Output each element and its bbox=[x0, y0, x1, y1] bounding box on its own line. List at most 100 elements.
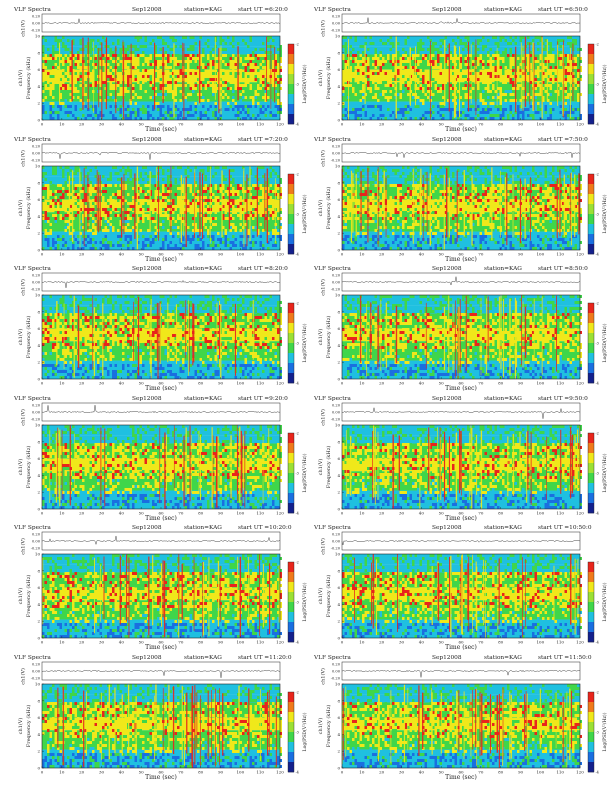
spectrum-cell bbox=[117, 39, 120, 42]
spectrum-cell bbox=[162, 39, 165, 42]
spectrum-cell bbox=[119, 81, 122, 84]
spectrum-cell bbox=[117, 75, 120, 78]
spectrum-cell bbox=[374, 105, 377, 108]
spectrum-cell bbox=[172, 93, 175, 96]
colorbar-segment bbox=[588, 104, 594, 115]
spectrum-cell bbox=[127, 75, 130, 78]
spectrum-cell bbox=[77, 204, 80, 208]
spectrum-cell bbox=[547, 207, 550, 211]
spectrum-cell bbox=[249, 201, 252, 205]
spectrum-cell bbox=[97, 72, 100, 75]
spectrum-cell bbox=[62, 174, 65, 178]
spectrum-cell bbox=[404, 192, 407, 196]
spectrum-cell bbox=[464, 75, 467, 78]
spectrum-cell bbox=[92, 117, 95, 120]
spectrum-cell bbox=[559, 39, 562, 42]
spectrum-cell bbox=[187, 72, 190, 75]
spectrum-cell bbox=[397, 69, 400, 72]
spectrum-cell bbox=[97, 81, 100, 84]
spectrum-cell bbox=[397, 93, 400, 96]
spectrum-cell bbox=[74, 75, 77, 78]
spectrum-cell bbox=[212, 93, 215, 96]
spectrum-cell bbox=[227, 84, 230, 87]
spectrum-cell bbox=[267, 189, 270, 193]
spectrum-cell bbox=[167, 183, 170, 187]
spectrum-cell bbox=[89, 189, 92, 193]
spectrum-cell bbox=[389, 90, 392, 93]
spectrum-cell bbox=[452, 63, 455, 66]
spectrum-cell bbox=[394, 210, 397, 214]
spectrum-cell bbox=[244, 228, 247, 232]
spectrum-cell bbox=[202, 105, 205, 108]
spectrum-cell bbox=[509, 36, 512, 39]
spectrum-cell bbox=[434, 66, 437, 69]
spectrum-cell bbox=[142, 210, 145, 214]
spectrum-cell bbox=[57, 57, 60, 60]
spectrum-cell bbox=[509, 42, 512, 45]
spectrum-cell bbox=[192, 222, 195, 226]
spectrogram-panel: VLF Spectra Sep12008 station=KAG start UT =… bbox=[10, 134, 310, 263]
spectrum-cell bbox=[127, 45, 130, 48]
spectrum-cell bbox=[132, 87, 135, 90]
spectrum-cell bbox=[244, 105, 247, 108]
spectrum-cell bbox=[204, 114, 207, 117]
spectrum-cell bbox=[229, 183, 232, 187]
spectrum-cell bbox=[177, 87, 180, 90]
spectrum-cell bbox=[539, 78, 542, 81]
spectrum-cell bbox=[117, 63, 120, 66]
spectrum-cell bbox=[169, 48, 172, 51]
spectrum-cell bbox=[234, 210, 237, 214]
spectrum-cell bbox=[567, 42, 570, 45]
spectrum-cell bbox=[364, 180, 367, 184]
spectrum-cell bbox=[159, 87, 162, 90]
spectrum-cell bbox=[442, 114, 445, 117]
spectrum-cell bbox=[182, 72, 185, 75]
spectrum-cell bbox=[389, 75, 392, 78]
spectrum-cell bbox=[407, 87, 410, 90]
spectrum-cell bbox=[449, 54, 452, 57]
spectrum-cell bbox=[54, 171, 57, 175]
spectrum-cell bbox=[262, 174, 265, 178]
spectrum-cell bbox=[504, 174, 507, 178]
spectrum-cell bbox=[564, 66, 567, 69]
spectrum-cell bbox=[537, 195, 540, 199]
spectrum-cell bbox=[239, 240, 242, 244]
spectrum-cell bbox=[374, 66, 377, 69]
spectrum-cell bbox=[99, 207, 102, 211]
spectrum-cell bbox=[44, 66, 47, 69]
spectrum-cell bbox=[557, 93, 560, 96]
spectrum-cell bbox=[342, 180, 345, 184]
spectrum-cell bbox=[279, 225, 282, 229]
spectrum-cell bbox=[89, 168, 92, 172]
spectrum-cell bbox=[192, 54, 195, 57]
spectrum-cell bbox=[549, 57, 552, 60]
spectrum-cell bbox=[397, 87, 400, 90]
spectrum-cell bbox=[422, 87, 425, 90]
spectrum-cell bbox=[237, 117, 240, 120]
spectrum-cell bbox=[369, 213, 372, 217]
spectrum-cell bbox=[577, 180, 580, 184]
spectrum-cell bbox=[194, 102, 197, 105]
spectrum-cell bbox=[242, 63, 245, 66]
spectrum-cell bbox=[149, 210, 152, 214]
spectrum-cell bbox=[157, 54, 160, 57]
spectrum-cell bbox=[182, 63, 185, 66]
spectrum-cell bbox=[144, 243, 147, 247]
spectrum-cell bbox=[542, 69, 545, 72]
spectrum-cell bbox=[464, 195, 467, 199]
spectrum-cell bbox=[57, 204, 60, 208]
spectrum-cell bbox=[539, 90, 542, 93]
spectrum-cell bbox=[139, 45, 142, 48]
spectrum-cell bbox=[174, 63, 177, 66]
spectrum-cell bbox=[117, 54, 120, 57]
spectrum-cell bbox=[489, 180, 492, 184]
spectrum-cell bbox=[114, 171, 117, 175]
spectrum-cell bbox=[509, 93, 512, 96]
spectrum-cell bbox=[424, 54, 427, 57]
spectrum-cell bbox=[144, 72, 147, 75]
spectrum-cell bbox=[427, 81, 430, 84]
spectrum-cell bbox=[49, 186, 52, 190]
spectrum-cell bbox=[442, 117, 445, 120]
spectrum-cell bbox=[127, 234, 130, 238]
spectrum-cell bbox=[94, 114, 97, 117]
